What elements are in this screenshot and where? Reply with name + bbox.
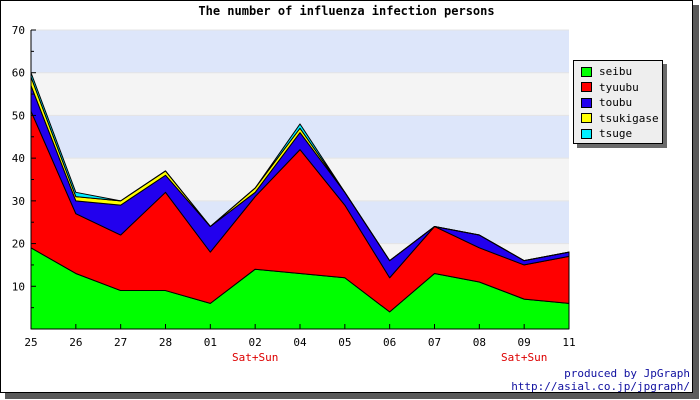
x-tick-label: 04 — [293, 336, 307, 349]
legend-swatch — [581, 82, 592, 93]
x-tick-label: 11 — [562, 336, 575, 349]
x-tick-label: 07 — [428, 336, 441, 349]
chart-title: The number of influenza infection person… — [198, 4, 495, 18]
x-tick-label: 05 — [338, 336, 351, 349]
credit-line-2: http://asial.co.jp/jpgraph/ — [511, 380, 690, 393]
legend-swatch — [581, 66, 592, 77]
legend-label: tsukigase — [599, 111, 659, 125]
legend-swatch — [581, 97, 592, 108]
x-tick-label: 01 — [204, 336, 217, 349]
x-tick-label: 28 — [159, 336, 172, 349]
grid-band — [31, 72, 569, 116]
x-tick-label: 25 — [24, 336, 37, 349]
area-series-tsuge — [30, 72, 570, 262]
credit-line-1: produced by JpGraph — [564, 367, 690, 380]
y-tick-label: 50 — [12, 109, 25, 122]
y-tick-label: 70 — [12, 24, 25, 37]
x-tick-label: 06 — [383, 336, 396, 349]
legend-label: toubu — [599, 96, 633, 110]
legend-label: tsuge — [599, 127, 633, 141]
x-tick-label: 27 — [114, 336, 127, 349]
y-tick-label: 60 — [12, 67, 25, 80]
x-tick-label: 08 — [473, 336, 486, 349]
y-tick-label: 40 — [12, 152, 25, 165]
legend-label: seibu — [599, 65, 633, 79]
y-tick-label: 10 — [12, 280, 25, 293]
x-tick-note: Sat+Sun — [232, 351, 278, 364]
y-tick-label: 30 — [12, 195, 25, 208]
x-tick-label: 09 — [518, 336, 531, 349]
legend-item-seibu: seibu — [581, 64, 662, 80]
legend-item-tsuge: tsuge — [581, 126, 662, 142]
y-tick-label: 20 — [12, 238, 25, 251]
legend-item-toubu: toubu — [581, 95, 662, 111]
frame-shadow-right — [693, 5, 699, 399]
legend-label: tyuubu — [599, 80, 639, 94]
legend: seibu tyuubu toubu tsukigase tsuge — [573, 60, 663, 144]
legend-item-tyuubu: tyuubu — [581, 80, 662, 96]
x-tick-label: 26 — [69, 336, 82, 349]
x-tick-note: Sat+Sun — [501, 351, 547, 364]
legend-swatch — [581, 113, 592, 124]
x-tick-label: 02 — [249, 336, 262, 349]
frame-shadow-bottom — [5, 393, 699, 399]
grid-band — [31, 30, 569, 73]
legend-swatch — [581, 128, 592, 139]
legend-item-tsukigase: tsukigase — [581, 111, 662, 127]
